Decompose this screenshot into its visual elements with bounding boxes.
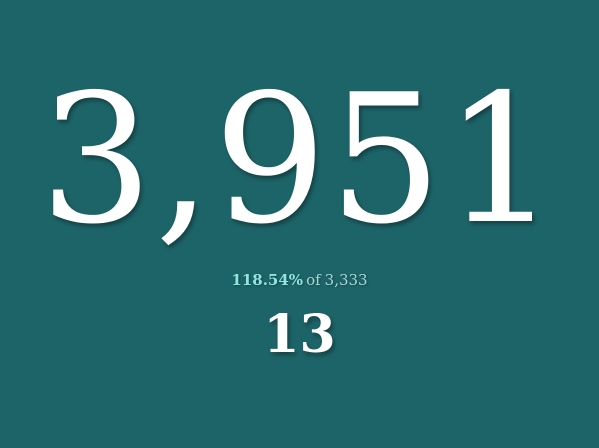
kpi-comparison: 118.54% of 3,333 [0, 268, 599, 292]
of-label: of [306, 271, 321, 289]
kpi-main-value: 3,951 [39, 56, 560, 263]
percent-of-target: 118.54% [231, 271, 304, 289]
target-value: 3,333 [324, 271, 368, 289]
kpi-secondary-value: 13 [263, 304, 336, 365]
